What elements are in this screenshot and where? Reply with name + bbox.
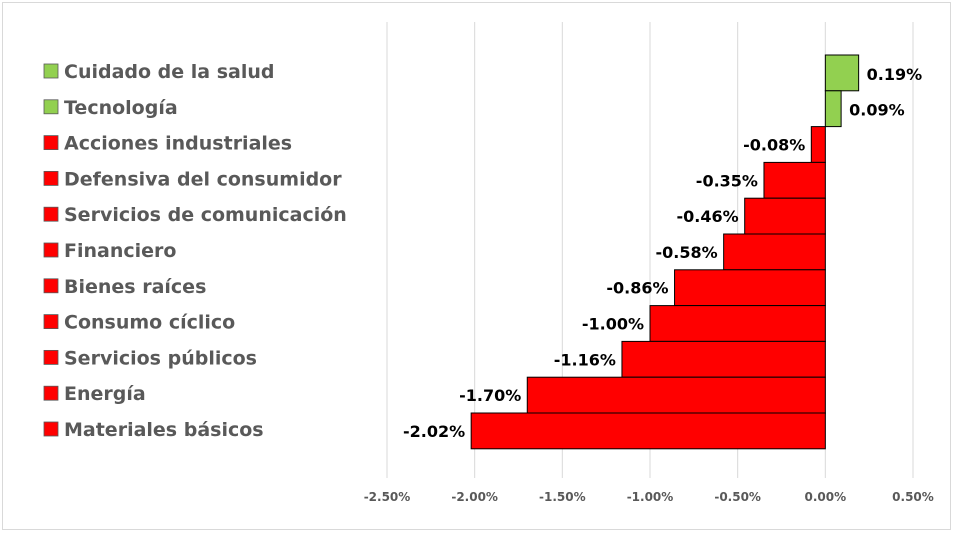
data-label: -2.02% — [403, 422, 465, 441]
data-label: -0.35% — [696, 171, 758, 190]
legend-label: Bienes raíces — [64, 276, 206, 298]
bar — [526, 376, 826, 414]
legend-swatch — [43, 135, 59, 151]
x-tick-label: 0.00% — [805, 490, 847, 504]
data-label: -0.86% — [606, 279, 668, 298]
data-label: -0.46% — [677, 207, 739, 226]
legend-label: Cuidado de la salud — [64, 61, 275, 83]
bar — [470, 412, 826, 450]
legend-swatch — [43, 242, 59, 258]
bar — [744, 197, 826, 235]
bar — [810, 126, 826, 163]
legend-swatch — [43, 421, 59, 437]
data-label: -1.00% — [582, 315, 644, 334]
data-label: -0.58% — [655, 243, 717, 262]
legend-swatch — [43, 63, 59, 79]
legend: Cuidado de la salud Tecnología Acciones in… — [43, 61, 347, 441]
data-labels: 0.19% 0.09% -0.08% -0.35% -0.46% -0.58% -0.86%… — [403, 65, 922, 441]
legend-swatch — [43, 349, 59, 365]
legend-swatch — [43, 314, 59, 330]
x-tick-label: -2.50% — [364, 490, 411, 504]
x-tick-label: -1.00% — [627, 490, 674, 504]
legend-swatch — [43, 99, 59, 115]
bar — [763, 161, 826, 199]
bar — [674, 269, 826, 307]
x-axis-ticks: -2.50% -2.00% -1.50% -1.00% -0.50% 0.00% 0.50% — [364, 490, 934, 504]
legend-label: Energía — [64, 383, 146, 405]
legend-label: Acciones industriales — [64, 133, 292, 155]
data-label: -0.08% — [743, 136, 805, 155]
legend-swatch — [43, 206, 59, 222]
legend-label: Financiero — [64, 240, 176, 262]
data-label: 0.19% — [867, 65, 923, 84]
bar — [824, 90, 842, 128]
data-label: -1.16% — [554, 350, 616, 369]
legend-label: Servicios de comunicación — [64, 204, 347, 226]
x-tick-label: -1.50% — [539, 490, 586, 504]
legend-label: Tecnología — [64, 97, 178, 119]
legend-swatch — [43, 170, 59, 186]
bar — [723, 233, 826, 271]
legend-label: Consumo cíclico — [64, 312, 235, 334]
legend-label: Materiales básicos — [64, 419, 264, 441]
bars — [470, 54, 860, 450]
x-tick-label: -0.50% — [714, 490, 761, 504]
data-label: 0.09% — [849, 101, 905, 120]
legend-label: Servicios públicos — [64, 347, 257, 369]
legend-swatch — [43, 385, 59, 401]
bar — [621, 340, 826, 378]
x-tick-label: 0.50% — [892, 490, 934, 504]
legend-label: Defensiva del consumidor — [64, 168, 342, 190]
x-tick-label: -2.00% — [451, 490, 498, 504]
data-label: -1.70% — [459, 386, 521, 405]
legend-swatch — [43, 278, 59, 294]
bar — [649, 305, 826, 342]
bar — [824, 54, 860, 92]
